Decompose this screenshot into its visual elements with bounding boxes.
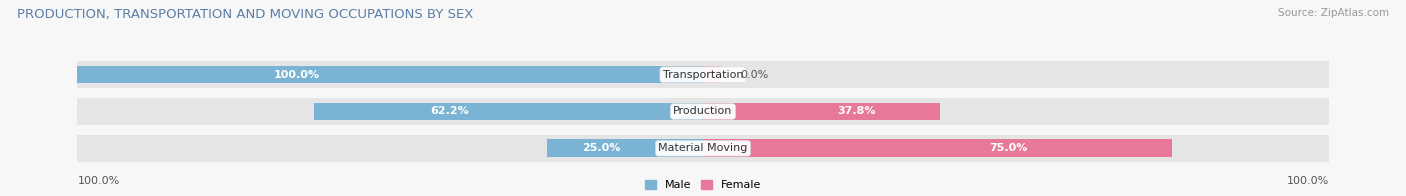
Text: 0.0%: 0.0%: [741, 70, 769, 80]
Bar: [77, 98, 1329, 125]
Bar: [703, 103, 939, 120]
Text: 25.0%: 25.0%: [582, 143, 620, 153]
Bar: [703, 66, 721, 83]
Text: Transportation: Transportation: [662, 70, 744, 80]
Bar: [77, 61, 1329, 88]
Bar: [314, 103, 703, 120]
Text: 100.0%: 100.0%: [1286, 176, 1329, 186]
Text: Production: Production: [673, 106, 733, 116]
Text: Material Moving: Material Moving: [658, 143, 748, 153]
Text: 100.0%: 100.0%: [273, 70, 319, 80]
Text: PRODUCTION, TRANSPORTATION AND MOVING OCCUPATIONS BY SEX: PRODUCTION, TRANSPORTATION AND MOVING OC…: [17, 8, 474, 21]
Text: 37.8%: 37.8%: [838, 106, 876, 116]
Text: 75.0%: 75.0%: [988, 143, 1028, 153]
Text: 100.0%: 100.0%: [77, 176, 120, 186]
Bar: [703, 140, 1173, 157]
Bar: [77, 66, 703, 83]
Text: Source: ZipAtlas.com: Source: ZipAtlas.com: [1278, 8, 1389, 18]
Bar: [77, 135, 1329, 162]
Text: 62.2%: 62.2%: [430, 106, 470, 116]
Bar: [547, 140, 703, 157]
Legend: Male, Female: Male, Female: [645, 180, 761, 191]
